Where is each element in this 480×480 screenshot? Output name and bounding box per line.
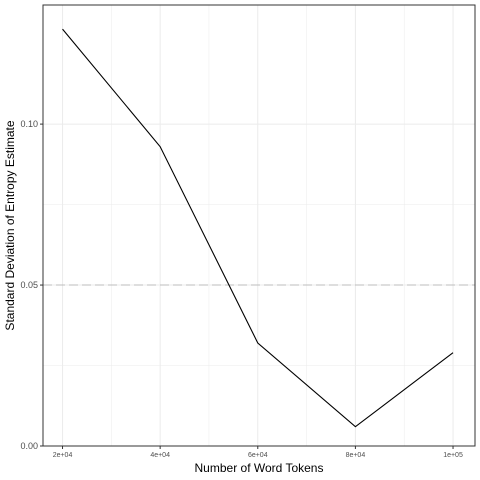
panel-border (42, 4, 476, 447)
series-line (62, 28, 454, 428)
x-tick-label: 2e+04 (53, 452, 73, 459)
x-tick-label: 8e+04 (346, 452, 366, 459)
x-tick-label: 6e+04 (248, 452, 268, 459)
y-axis-title: Standard Deviation of Entropy Estimate (3, 120, 17, 330)
x-tick-label: 1e+05 (443, 452, 463, 459)
x-axis: 2e+04 4e+04 6e+04 8e+04 1e+05 (53, 446, 463, 459)
grid-minor (43, 5, 475, 446)
y-tick-label: 0.05 (20, 280, 38, 290)
y-tick-label: 0.00 (20, 441, 38, 451)
y-tick-label: 0.10 (20, 119, 38, 129)
x-axis-title: Number of Word Tokens (195, 461, 324, 475)
x-tick-label: 4e+04 (150, 452, 170, 459)
grid-major (43, 5, 475, 447)
y-axis: 0.00 0.05 0.10 (20, 119, 43, 451)
